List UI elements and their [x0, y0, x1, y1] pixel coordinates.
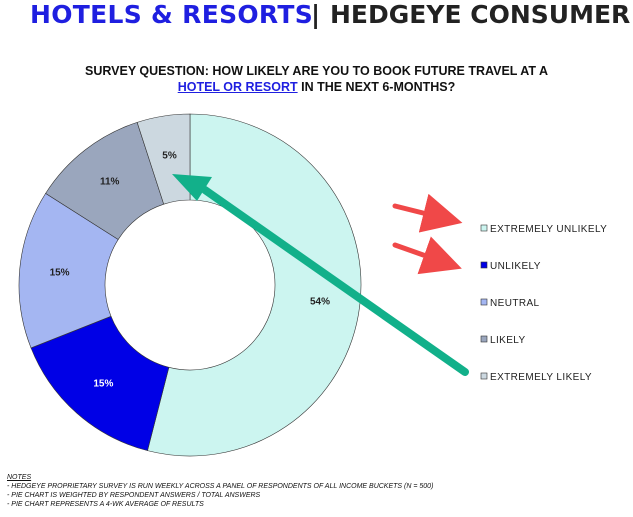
survey-question-suffix: IN THE NEXT 6-MONTHS? — [297, 80, 456, 94]
legend-swatch-unlikely — [480, 261, 488, 269]
legend-swatch-neutral — [480, 298, 488, 306]
legend-label-extremely-likely: EXTREMELY LIKELY — [490, 372, 592, 383]
legend-label-unlikely: UNLIKELY — [490, 261, 541, 272]
slice-label-extremely-likely: 5% — [162, 151, 177, 162]
header-title: HOTELS & RESORTS — [30, 0, 314, 29]
notes: NOTES - HEDGEYE PROPRIETARY SURVEY IS RU… — [7, 473, 433, 509]
notes-line-1: - HEDGEYE PROPRIETARY SURVEY IS RUN WEEK… — [7, 483, 434, 490]
notes-title: NOTES — [7, 474, 32, 481]
red-arrow-extremely-unlikely — [392, 193, 463, 233]
survey-question-line1: SURVEY QUESTION: HOW LIKELY ARE YOU TO B… — [84, 64, 548, 78]
legend-label-extremely-unlikely: EXTREMELY UNLIKELY — [490, 224, 607, 235]
legend-swatch-likely — [480, 335, 488, 343]
slice-label-neutral: 15% — [50, 268, 70, 279]
green-arrow-head — [172, 174, 212, 201]
slice-label-unlikely: 15% — [93, 378, 113, 389]
legend-label-neutral: NEUTRAL — [490, 298, 540, 309]
page-header: HOTELS & RESORTS | HEDGEYE CONSUMER — [0, 0, 633, 34]
header-subtitle: HEDGEYE CONSUMER — [330, 0, 631, 29]
hotel-or-resort-link[interactable]: HOTEL OR RESORT — [177, 80, 298, 94]
slice-extremely-unlikely — [147, 113, 362, 457]
notes-line-3: - PIE CHART REPRESENTS A 4-WK AVERAGE OF… — [7, 501, 204, 508]
notes-line-2: - PIE CHART IS WEIGHTED BY RESPONDENT AN… — [7, 492, 261, 499]
green-arrow-shaft — [201, 186, 469, 376]
slice-label-likely: 11% — [100, 176, 120, 187]
slice-label-extremely-unlikely: 54% — [310, 296, 330, 307]
legend-label-likely: LIKELY — [490, 335, 526, 346]
legend-swatch-extremely-unlikely — [480, 224, 488, 232]
header-separator: | — [311, 0, 321, 29]
red-arrow-unlikely — [392, 236, 462, 275]
survey-question-line2: HOTEL OR RESORT IN THE NEXT 6-MONTHS? — [0, 80, 633, 94]
slice-extremely-likely — [136, 113, 191, 205]
legend-swatch-extremely-likely — [480, 372, 488, 380]
